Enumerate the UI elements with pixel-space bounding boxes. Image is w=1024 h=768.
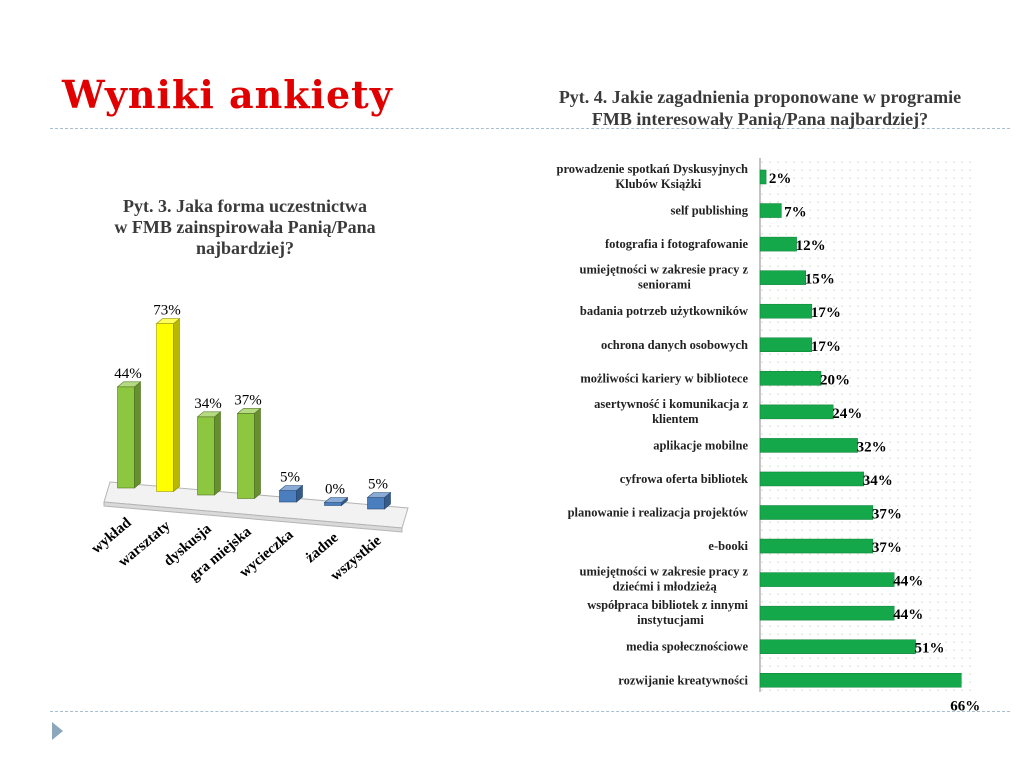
q4-category-label: seniorami	[638, 278, 691, 292]
q4-value-label: 37%	[872, 540, 902, 556]
slide-title: Wyniki ankiety	[62, 72, 393, 117]
q4-value-label: 2%	[769, 171, 792, 187]
q4-bar	[759, 505, 874, 520]
q3-value-label: 5%	[280, 470, 300, 486]
q4-bar	[759, 673, 962, 688]
q3-title-line: w FMB zainspirowała Panią/Pana	[114, 217, 376, 237]
q4-bar	[759, 236, 797, 252]
q4-value-label: 51%	[915, 641, 945, 657]
q4-bar	[759, 203, 782, 218]
q4-category-label: e-booki	[708, 539, 748, 553]
q4-category-label: Klubów Książki	[615, 177, 701, 191]
q4-category-label: rozwijanie kreatywności	[618, 673, 748, 687]
q3-bar-top	[236, 408, 262, 414]
q3-bar	[116, 381, 142, 489]
q3-value-label: 73%	[153, 303, 181, 319]
q4-category-label: klientem	[652, 412, 699, 426]
q4-value-label: 17%	[811, 339, 841, 355]
q3-bar-top	[323, 497, 349, 503]
q4-bar	[759, 538, 874, 554]
q4-value-label: 15%	[805, 272, 835, 288]
q4-bar	[759, 337, 813, 352]
q3-value-label: 0%	[325, 482, 345, 498]
next-slide-arrow-icon[interactable]	[52, 722, 63, 740]
q4-value-label: 37%	[872, 507, 902, 523]
q4-category-label: media społecznościowe	[626, 640, 748, 654]
q4-value-label: 7%	[784, 205, 807, 221]
footer-divider	[50, 711, 1010, 712]
q4-value-label: 20%	[820, 372, 850, 388]
q4-bar	[759, 572, 895, 587]
q4-bar	[759, 438, 858, 453]
q3-title-line: Pyt. 3. Jaka forma uczestnictwa	[123, 196, 367, 216]
q4-value-label: 44%	[893, 574, 923, 590]
q3-bar	[196, 411, 222, 496]
q3-bar	[155, 317, 181, 493]
q4-value-label: 44%	[893, 607, 923, 623]
q3-bar-top	[196, 411, 222, 418]
q4-bar	[759, 471, 864, 487]
q4-category-label: instytucjami	[637, 613, 704, 627]
q4-value-label: 12%	[796, 238, 826, 254]
q4-bar	[759, 371, 822, 386]
q4-category-label: badania potrzeb użytkowników	[580, 304, 748, 318]
q4-category-label: ochrona danych osobowych	[601, 338, 748, 352]
q3-bar	[323, 496, 349, 507]
q4-category-label: prowadzenie spotkań Dyskusyjnych	[557, 162, 749, 176]
q4-bar	[759, 605, 895, 621]
title-divider	[50, 128, 1010, 129]
q3-floor-edge	[103, 501, 403, 533]
q4-title-line: FMB interesowały Panią/Pana najbardziej?	[591, 109, 929, 129]
q3-title-line: najbardziej?	[196, 238, 294, 258]
q4-chart-title: Pyt. 4. Jakie zagadnienia proponowane w …	[515, 86, 1005, 130]
q3-bar	[236, 407, 262, 500]
q3-bar	[366, 491, 392, 510]
q4-category-label: asertywność i komunikacja z	[594, 397, 748, 411]
q4-value-label: 17%	[811, 305, 841, 321]
q4-value-label: 34%	[863, 473, 893, 489]
q4-category-label: umiejętności w zakresie pracy z	[580, 263, 749, 277]
q3-bar	[278, 484, 304, 503]
q4-value-label: 32%	[857, 439, 887, 455]
q4-category-label: planowanie i realizacja projektów	[568, 506, 748, 520]
q3-bar-top	[116, 381, 142, 388]
q3-bar-top	[366, 492, 392, 498]
q4-category-label: aplikacje mobilne	[653, 438, 748, 452]
q3-value-label: 37%	[234, 392, 262, 408]
q4-category-label: możliwości kariery w bibliotece	[580, 371, 748, 385]
q3-value-label: 44%	[114, 366, 142, 382]
q4-title-line: Pyt. 4. Jakie zagadnienia proponowane w …	[558, 87, 962, 107]
q4-category-label: fotografia i fotografowanie	[605, 237, 748, 251]
q4-category-label: self publishing	[671, 204, 749, 218]
q4-value-label: 24%	[832, 406, 862, 422]
q4-bar	[759, 404, 834, 420]
q4-value-label: 66%	[950, 698, 980, 714]
q4-category-label: współpraca bibliotek z innymi	[587, 598, 748, 612]
q3-chart-title: Pyt. 3. Jaka forma uczestnictwa w FMB za…	[90, 196, 400, 259]
q4-category-label: cyfrowa oferta bibliotek	[620, 472, 748, 486]
q3-bar-top	[155, 318, 181, 324]
q4-bar	[759, 639, 916, 654]
q3-value-label: 34%	[194, 396, 222, 412]
q3-bar-top	[278, 485, 304, 491]
q4-bar	[759, 169, 767, 185]
q3-value-label: 5%	[368, 477, 388, 493]
q4-bar	[759, 303, 813, 319]
q4-category-label: umiejętności w zakresie pracy z	[580, 565, 749, 579]
q4-bar	[759, 270, 806, 285]
q4-category-label: dziećmi i młodzieżą	[613, 580, 718, 594]
